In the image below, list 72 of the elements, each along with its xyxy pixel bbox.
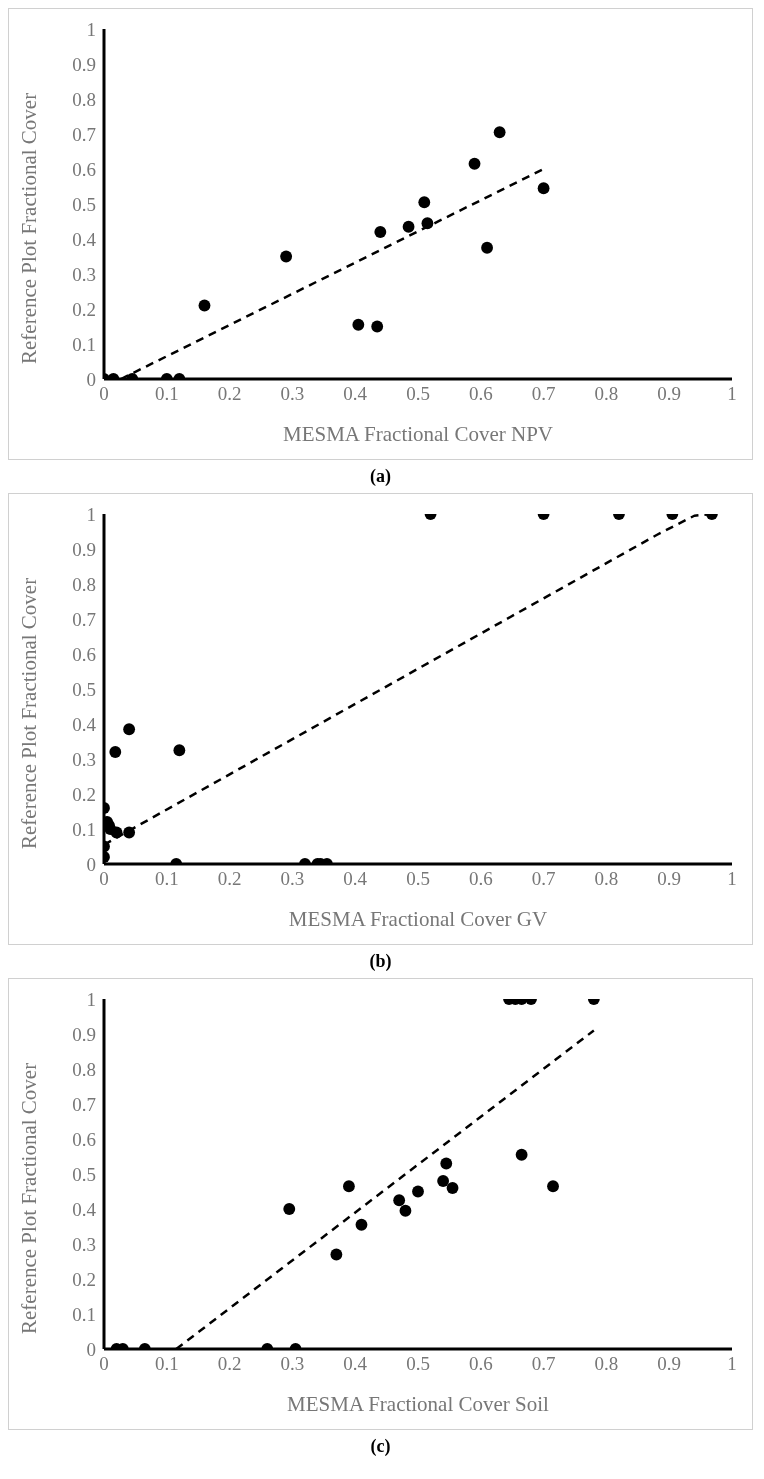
y-tick-label: 1 <box>86 18 96 40</box>
y-tick-label: 0 <box>86 368 96 390</box>
y-tick-label: 0.1 <box>72 818 96 840</box>
x-tick-label: 0.5 <box>406 383 430 405</box>
y-tick-label: 0 <box>86 1338 96 1360</box>
x-tick-label: 0.5 <box>406 1353 430 1375</box>
y-tick-label: 0.5 <box>72 678 96 700</box>
x-tick-label: 0.3 <box>280 1353 305 1375</box>
x-tick-label: 1 <box>727 383 737 405</box>
x-tick-label: 0.2 <box>217 1353 242 1375</box>
y-tick-label: 0.9 <box>72 53 96 75</box>
x-axis-title: MESMA Fractional Cover GV <box>288 907 548 931</box>
y-tick-label: 0.6 <box>72 158 96 180</box>
x-tick-label: 0.4 <box>343 868 368 890</box>
text: (c) <box>369 1436 392 1457</box>
y-tick-label: 0.8 <box>72 573 96 595</box>
y-tick-label: 0.6 <box>72 1128 96 1150</box>
x-tick-label: 0.8 <box>594 1353 619 1375</box>
y-axis-title: Reference Plot Fractional Cover <box>17 92 42 364</box>
y-tick-label: 0.3 <box>72 748 96 770</box>
x-tick-label: 0.8 <box>594 383 619 405</box>
y-tick-label: 0.9 <box>72 1023 96 1045</box>
x-tick-label: 0.2 <box>217 868 242 890</box>
y-tick-label: 0.9 <box>72 538 96 560</box>
x-tick-label: 0.1 <box>154 1353 179 1375</box>
x-tick-label: 0.9 <box>657 868 682 890</box>
y-tick-label: 1 <box>86 988 96 1010</box>
y-tick-label: 0.5 <box>72 1163 96 1185</box>
x-tick-label: 0.6 <box>468 383 493 405</box>
x-tick-label: 0.1 <box>154 383 179 405</box>
y-tick-label: 0.4 <box>72 228 97 250</box>
x-tick-label: 0.4 <box>343 1353 368 1375</box>
y-tick-label: 0.4 <box>72 1198 97 1220</box>
y-tick-label: 0.7 <box>72 123 96 145</box>
y-tick-label: 0.8 <box>72 1058 96 1080</box>
x-tick-label: 0.2 <box>217 383 242 405</box>
x-tick-label: 0.8 <box>594 868 619 890</box>
x-tick-label: 0.7 <box>531 1353 556 1375</box>
text: (a) <box>369 466 392 487</box>
x-axis-title: MESMA Fractional Cover NPV <box>282 422 554 446</box>
x-tick-label: 0.4 <box>343 383 368 405</box>
y-axis-title: Reference Plot Fractional Cover <box>17 1062 42 1334</box>
y-tick-label: 0.4 <box>72 713 97 735</box>
x-tick-label: 0.3 <box>280 868 305 890</box>
x-tick-label: 0.9 <box>657 1353 682 1375</box>
y-tick-label: 0.3 <box>72 1233 96 1255</box>
x-tick-label: 0.3 <box>280 383 305 405</box>
x-tick-label: 0.7 <box>531 383 556 405</box>
y-tick-label: 0.7 <box>72 608 96 630</box>
x-tick-label: 0.1 <box>154 868 179 890</box>
x-tick-label: 0.9 <box>657 383 682 405</box>
x-tick-label: 1 <box>727 1353 737 1375</box>
y-axis-title: Reference Plot Fractional Cover <box>17 577 42 849</box>
x-tick-label: 0.6 <box>468 868 493 890</box>
y-tick-label: 0.1 <box>72 1303 96 1325</box>
y-tick-label: 0.5 <box>72 193 96 215</box>
y-tick-label: 0.2 <box>72 298 96 320</box>
y-tick-label: 0.7 <box>72 1093 96 1115</box>
text: (b) <box>368 951 393 972</box>
y-tick-label: 0.6 <box>72 643 96 665</box>
y-tick-label: 0.3 <box>72 263 96 285</box>
x-tick-label: 0.7 <box>531 868 556 890</box>
y-tick-label: 0.1 <box>72 333 96 355</box>
y-tick-label: 0.2 <box>72 1268 96 1290</box>
y-tick-label: 0.2 <box>72 783 96 805</box>
x-axis-title: MESMA Fractional Cover Soil <box>287 1392 550 1416</box>
y-tick-label: 0.8 <box>72 88 96 110</box>
x-tick-label: 1 <box>727 868 737 890</box>
y-tick-label: 0 <box>86 853 96 875</box>
y-tick-label: 1 <box>86 503 96 525</box>
x-tick-label: 0.5 <box>406 868 430 890</box>
x-tick-label: 0.6 <box>468 1353 493 1375</box>
